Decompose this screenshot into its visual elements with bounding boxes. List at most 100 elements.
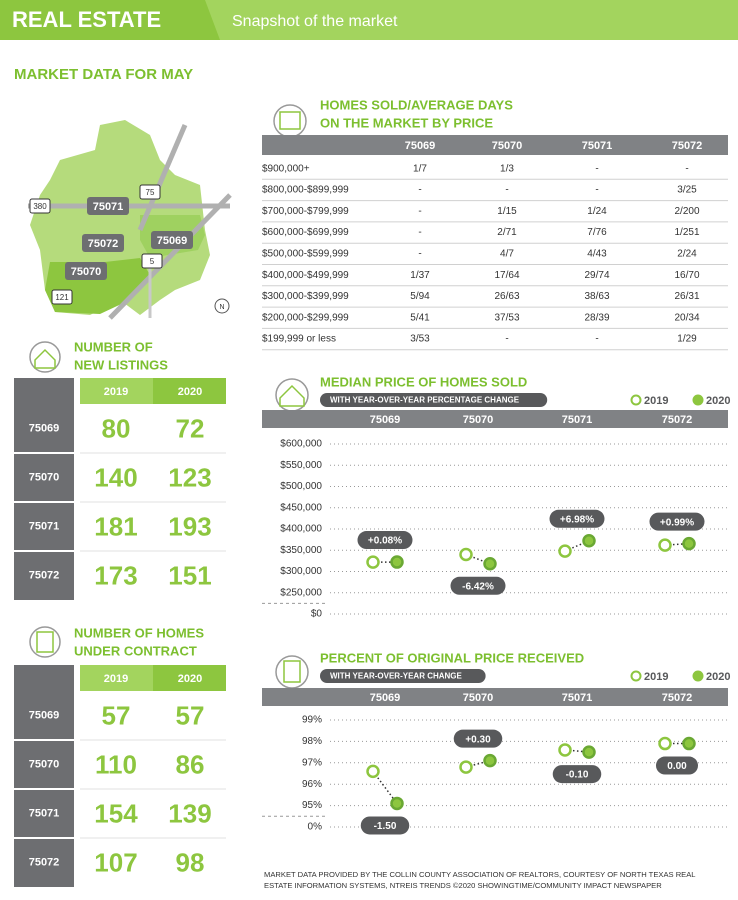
annotation-pill xyxy=(656,756,698,775)
highway-label: 121 xyxy=(55,293,69,302)
table-cell: 1/29 xyxy=(677,334,697,345)
highway-shield xyxy=(141,253,163,269)
row-label: 75069 xyxy=(29,422,60,434)
table-cell: 2/71 xyxy=(497,227,517,238)
y-tick-label: $450,000 xyxy=(280,502,322,513)
table-cell: 29/74 xyxy=(584,270,609,281)
table-cell: 1/3 xyxy=(500,163,514,174)
y-tick-label: 96% xyxy=(302,779,322,790)
dot xyxy=(682,736,696,751)
dot xyxy=(366,555,380,569)
table-cell: 1/15 xyxy=(497,206,517,217)
dot xyxy=(459,547,473,562)
legend-marker xyxy=(692,670,704,682)
table-cell: - xyxy=(418,227,421,238)
category-label: 75072 xyxy=(662,692,693,704)
column-header: 2020 xyxy=(178,386,202,398)
dot xyxy=(483,557,497,571)
annotation-label: +0.30 xyxy=(465,734,491,745)
dot xyxy=(582,745,596,759)
table-cell: 5/94 xyxy=(410,291,430,302)
table-cell: 1/7 xyxy=(413,163,427,174)
column-header: 2019 xyxy=(104,673,128,685)
y-tick-label: $600,000 xyxy=(280,439,322,450)
map xyxy=(28,120,232,320)
table-cell: - xyxy=(595,185,598,196)
map-zip-label: 75069 xyxy=(157,235,188,247)
table-value: 57 xyxy=(102,700,131,730)
footer-note: MARKET DATA PROVIDED BY THE COLLIN COUNT… xyxy=(264,870,696,879)
table-cell: 4/43 xyxy=(587,248,607,259)
category-label: 75072 xyxy=(662,414,693,426)
icon xyxy=(29,104,309,689)
legend-label: 2019 xyxy=(644,671,668,683)
y-tick-label: $300,000 xyxy=(280,566,322,577)
table-value: 72 xyxy=(176,413,205,443)
dot xyxy=(459,760,473,774)
column-header-box xyxy=(80,378,153,404)
dot xyxy=(658,538,672,552)
y-tick-label: $500,000 xyxy=(280,481,322,492)
table-value: 139 xyxy=(168,798,211,828)
row-label: 75070 xyxy=(29,471,60,483)
row-label: 75072 xyxy=(29,569,60,581)
map-zip-label: 75070 xyxy=(71,266,102,278)
y-tick-label: $0 xyxy=(311,609,323,620)
dot xyxy=(558,743,572,757)
table-cell: - xyxy=(685,163,688,174)
legend-marker xyxy=(630,394,642,406)
table-title: UNDER CONTRACT xyxy=(74,643,197,658)
road xyxy=(108,193,232,320)
table-value: 193 xyxy=(168,511,211,541)
table-value: 80 xyxy=(102,413,131,443)
highway-label: 380 xyxy=(33,202,47,211)
table-value: 151 xyxy=(168,560,211,590)
table-cell: 2/24 xyxy=(677,248,697,259)
annotation-label: +6.98% xyxy=(560,514,594,525)
category-label: 75070 xyxy=(463,414,494,426)
table-value: 140 xyxy=(94,462,137,492)
table-cell: - xyxy=(505,185,508,196)
category-label: 75069 xyxy=(370,692,401,704)
column-header: 2020 xyxy=(178,673,202,685)
highway-shield xyxy=(139,184,161,200)
y-tick-label: $550,000 xyxy=(280,460,322,471)
dot xyxy=(366,764,380,779)
row-label: $600,000-$699,999 xyxy=(262,227,349,238)
table-cell: 1/251 xyxy=(674,227,699,238)
y-tick-label: 95% xyxy=(302,800,322,811)
table-cell: - xyxy=(505,334,508,345)
annotation-label: -6.42% xyxy=(462,581,494,592)
table-title: NUMBER OF HOMES xyxy=(74,625,204,640)
row-label: $900,000+ xyxy=(262,163,310,174)
icon-house xyxy=(34,348,56,369)
table-title: HOMES SOLD/AVERAGE DAYS xyxy=(320,97,513,112)
header-subtitle: Snapshot of the market xyxy=(232,13,398,30)
row-label: 75069 xyxy=(29,709,60,721)
chart-title: MEDIAN PRICE OF HOMES SOLD xyxy=(320,374,527,389)
map-zip-box xyxy=(87,197,129,215)
category-label: 75071 xyxy=(562,692,593,704)
annotation-pill xyxy=(549,509,605,528)
annotation-label: +0.08% xyxy=(368,536,402,547)
table-value: 110 xyxy=(95,749,137,779)
header-accent xyxy=(205,0,738,40)
highway-label: 75 xyxy=(146,188,155,197)
column-header: 2019 xyxy=(104,386,128,398)
highway-shield xyxy=(51,289,73,305)
row-label: 75071 xyxy=(29,520,60,532)
y-tick-label: 0% xyxy=(308,822,323,833)
compass xyxy=(214,298,230,314)
map-zip-box xyxy=(151,231,193,249)
dot xyxy=(390,555,404,569)
table-cell: 5/41 xyxy=(410,312,430,323)
dot xyxy=(390,796,404,811)
highway-label: 5 xyxy=(150,257,155,266)
legend-marker xyxy=(630,670,642,682)
column-header-box xyxy=(153,665,226,691)
zip-column xyxy=(14,665,74,887)
table-cell: 38/63 xyxy=(584,291,609,302)
dot xyxy=(582,534,596,548)
icon-circle xyxy=(273,104,307,138)
y-tick-label: $250,000 xyxy=(280,587,322,598)
